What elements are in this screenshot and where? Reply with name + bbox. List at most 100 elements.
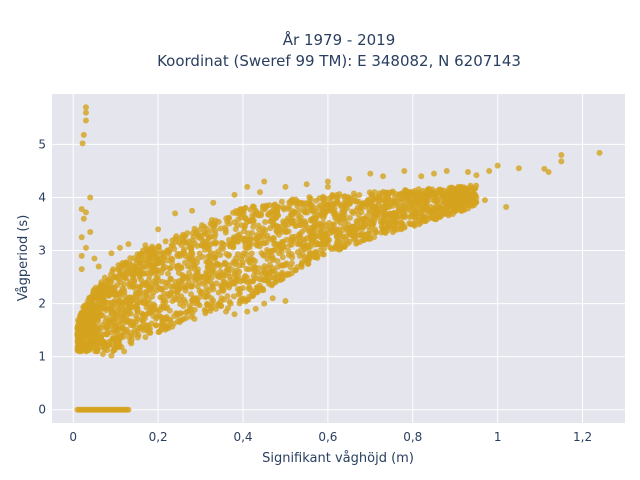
data-point	[169, 298, 176, 305]
data-point	[172, 210, 179, 217]
data-point	[158, 326, 165, 333]
data-point	[284, 217, 291, 224]
data-point	[177, 310, 184, 317]
data-point	[369, 213, 376, 220]
data-point	[140, 311, 147, 318]
data-point	[327, 201, 334, 208]
data-point	[190, 295, 197, 302]
data-point	[441, 207, 448, 214]
data-point	[114, 304, 121, 311]
data-point	[337, 202, 344, 209]
data-point	[296, 253, 303, 260]
data-point	[134, 297, 141, 304]
data-point	[464, 169, 471, 176]
data-point	[169, 242, 176, 249]
data-point	[198, 289, 205, 296]
data-point	[349, 208, 356, 215]
x-tick-label: 0,4	[233, 430, 252, 444]
data-point	[155, 243, 162, 250]
data-point	[494, 162, 501, 169]
data-point	[242, 235, 249, 242]
data-point	[131, 278, 138, 285]
data-point	[167, 275, 174, 282]
data-point	[289, 199, 296, 206]
data-point	[250, 223, 257, 230]
data-point	[91, 255, 98, 262]
data-point	[189, 282, 196, 289]
data-point	[194, 242, 201, 249]
data-point	[217, 225, 224, 232]
data-point	[125, 241, 132, 248]
data-point	[134, 251, 141, 258]
data-point	[181, 246, 188, 253]
data-point	[304, 243, 311, 250]
data-point	[397, 191, 404, 198]
data-point	[192, 277, 199, 284]
data-point	[343, 205, 350, 212]
data-point	[142, 334, 149, 341]
data-point	[381, 228, 388, 235]
data-point	[232, 226, 239, 233]
data-point	[313, 214, 320, 221]
data-point	[329, 193, 336, 200]
data-point	[160, 254, 167, 261]
data-point	[186, 269, 193, 276]
data-point	[466, 184, 473, 191]
data-point	[99, 351, 106, 358]
data-point	[378, 223, 385, 230]
data-point	[353, 198, 360, 205]
data-point	[75, 317, 82, 324]
data-point	[307, 232, 314, 239]
data-point	[381, 210, 388, 217]
data-point	[248, 250, 255, 257]
data-point	[179, 272, 186, 279]
data-point	[515, 165, 522, 172]
data-point	[143, 252, 150, 259]
data-point	[376, 208, 383, 215]
data-point	[180, 296, 187, 303]
data-point	[269, 295, 276, 302]
data-point	[104, 343, 111, 350]
data-point	[336, 191, 343, 198]
data-point	[139, 299, 146, 306]
data-point	[92, 287, 99, 294]
data-point	[274, 258, 281, 265]
x-tick-label: 0,6	[318, 430, 337, 444]
data-point	[399, 209, 406, 216]
data-point	[274, 211, 281, 218]
data-point	[280, 238, 287, 245]
data-point	[244, 279, 251, 286]
data-point	[174, 288, 181, 295]
data-point	[205, 246, 212, 253]
data-point	[357, 238, 364, 245]
data-point	[165, 270, 172, 277]
data-point	[89, 344, 96, 351]
data-point	[127, 329, 134, 336]
data-point	[162, 284, 169, 291]
data-point	[275, 204, 282, 211]
data-point	[97, 340, 104, 347]
data-point	[108, 352, 115, 359]
data-point	[278, 248, 285, 255]
data-point	[541, 165, 548, 172]
data-point	[222, 260, 229, 267]
data-point	[443, 167, 450, 174]
data-point	[220, 296, 227, 303]
data-point	[324, 183, 331, 190]
data-point	[109, 289, 116, 296]
data-point	[243, 266, 250, 273]
data-point	[99, 295, 106, 302]
data-point	[431, 170, 437, 177]
data-point	[452, 189, 459, 196]
data-point	[289, 237, 296, 244]
data-point	[244, 183, 251, 190]
data-point	[297, 222, 304, 229]
data-point	[103, 331, 110, 338]
data-point	[428, 208, 435, 215]
data-point	[283, 260, 290, 267]
data-point	[153, 275, 160, 282]
data-point	[155, 226, 162, 233]
data-point	[114, 308, 121, 315]
data-point	[212, 240, 219, 247]
data-point	[380, 173, 387, 180]
